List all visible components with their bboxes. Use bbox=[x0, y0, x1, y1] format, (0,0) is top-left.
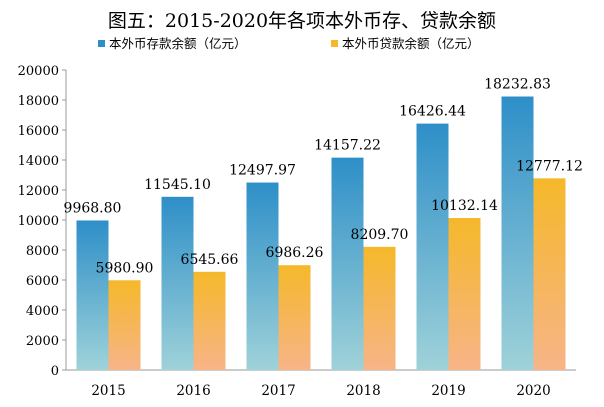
legend-swatch-deposit bbox=[98, 40, 105, 47]
bar-deposit bbox=[331, 157, 364, 370]
y-tick-label: 4000 bbox=[26, 304, 59, 319]
y-tick-label: 10000 bbox=[18, 214, 59, 229]
axes: 0 2000 4000 6000 8000 10000 12000 14000 16000 180… bbox=[18, 64, 576, 399]
bars bbox=[76, 96, 566, 371]
chart-title: 图五：2015-2020年各项本外币存、贷款余额 bbox=[108, 10, 496, 32]
bar-deposit bbox=[246, 182, 279, 370]
legend-label-loan: 本外币贷款余额（亿元） bbox=[342, 36, 480, 51]
data-label-loan: 12777.12 bbox=[516, 158, 583, 174]
data-label-loan: 5980.90 bbox=[96, 260, 154, 276]
y-tick-label: 16000 bbox=[18, 124, 59, 139]
bar-loan bbox=[108, 280, 141, 370]
x-tick-label: 2018 bbox=[346, 383, 380, 399]
y-tick-label: 0 bbox=[51, 364, 59, 379]
x-tick-label: 2015 bbox=[91, 383, 125, 399]
data-label-loan: 8209.70 bbox=[351, 227, 409, 243]
bar-deposit bbox=[416, 123, 449, 371]
bar-deposit bbox=[161, 196, 194, 370]
data-label-deposit: 12497.97 bbox=[229, 163, 296, 179]
data-label-loan: 6545.66 bbox=[181, 252, 239, 268]
data-label-deposit: 14157.22 bbox=[314, 138, 381, 154]
x-tick-label: 2016 bbox=[176, 383, 210, 399]
data-label-loan: 10132.14 bbox=[431, 198, 498, 214]
bar-loan bbox=[278, 265, 311, 370]
bar-loan bbox=[193, 271, 226, 370]
bar-loan bbox=[448, 218, 481, 370]
bar-deposit bbox=[501, 96, 534, 370]
y-tick-label: 18000 bbox=[18, 94, 59, 109]
x-tick-label: 2017 bbox=[261, 383, 295, 399]
y-tick-label: 2000 bbox=[26, 334, 59, 349]
data-label-deposit: 16426.44 bbox=[399, 104, 466, 120]
y-tick-label: 12000 bbox=[18, 184, 59, 199]
data-label-deposit: 18232.83 bbox=[484, 77, 551, 93]
data-label-deposit: 11545.10 bbox=[144, 177, 211, 193]
bar-loan bbox=[533, 178, 566, 370]
y-tick-label: 20000 bbox=[18, 64, 59, 79]
y-tick-label: 6000 bbox=[26, 274, 59, 289]
bar-deposit bbox=[76, 220, 109, 370]
x-tick-label: 2019 bbox=[431, 383, 465, 399]
legend-label-deposit: 本外币存款余额（亿元） bbox=[109, 36, 247, 51]
y-tick-label: 8000 bbox=[26, 244, 59, 259]
legend-swatch-loan bbox=[331, 40, 338, 47]
bar-loan bbox=[363, 246, 396, 370]
data-labels: 9968.80 11545.10 12497.97 14157.22 16426.44 1… bbox=[64, 77, 583, 277]
legend: 本外币存款余额（亿元） 本外币贷款余额（亿元） bbox=[98, 36, 480, 51]
data-label-deposit: 9968.80 bbox=[64, 200, 122, 216]
y-tick-label: 14000 bbox=[18, 154, 59, 169]
data-label-loan: 6986.26 bbox=[266, 245, 324, 261]
x-tick-label: 2020 bbox=[516, 383, 550, 399]
